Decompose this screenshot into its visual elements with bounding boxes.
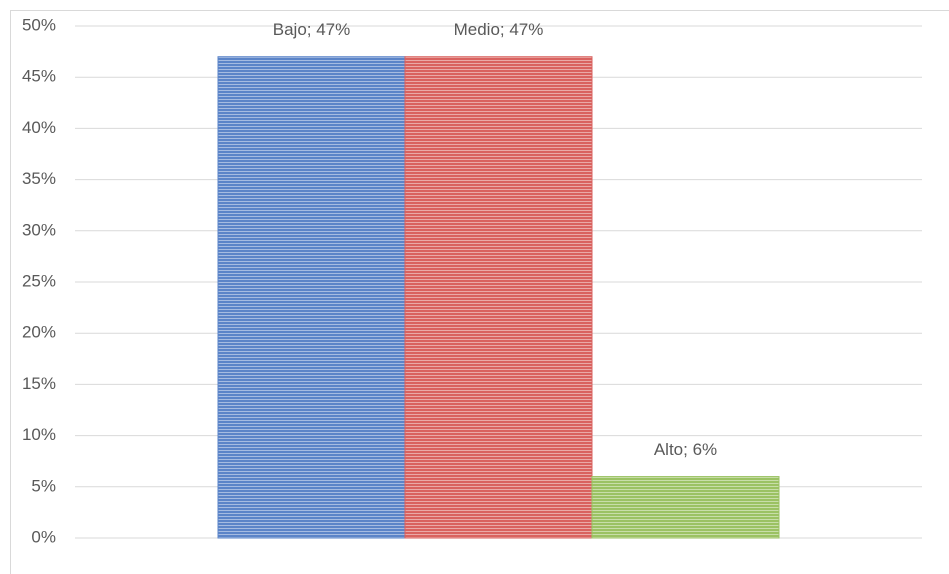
- data-label: Alto; 6%: [654, 440, 717, 459]
- bar: [217, 56, 406, 539]
- y-tick-label: 40%: [22, 118, 56, 137]
- chart-frame: [10, 10, 949, 574]
- y-tick-label: 30%: [22, 220, 56, 239]
- y-tick-label: 20%: [22, 323, 56, 342]
- bar: [591, 476, 780, 539]
- y-tick-label: 0%: [31, 527, 56, 546]
- y-tick-label: 45%: [22, 67, 56, 86]
- y-tick-label: 15%: [22, 374, 56, 393]
- data-label: Medio; 47%: [454, 20, 544, 39]
- y-tick-label: 35%: [22, 169, 56, 188]
- y-tick-label: 50%: [22, 15, 56, 34]
- y-tick-label: 5%: [31, 476, 56, 495]
- data-label: Bajo; 47%: [273, 20, 351, 39]
- bar: [404, 56, 593, 539]
- y-tick-label: 25%: [22, 271, 56, 290]
- y-tick-label: 10%: [22, 425, 56, 444]
